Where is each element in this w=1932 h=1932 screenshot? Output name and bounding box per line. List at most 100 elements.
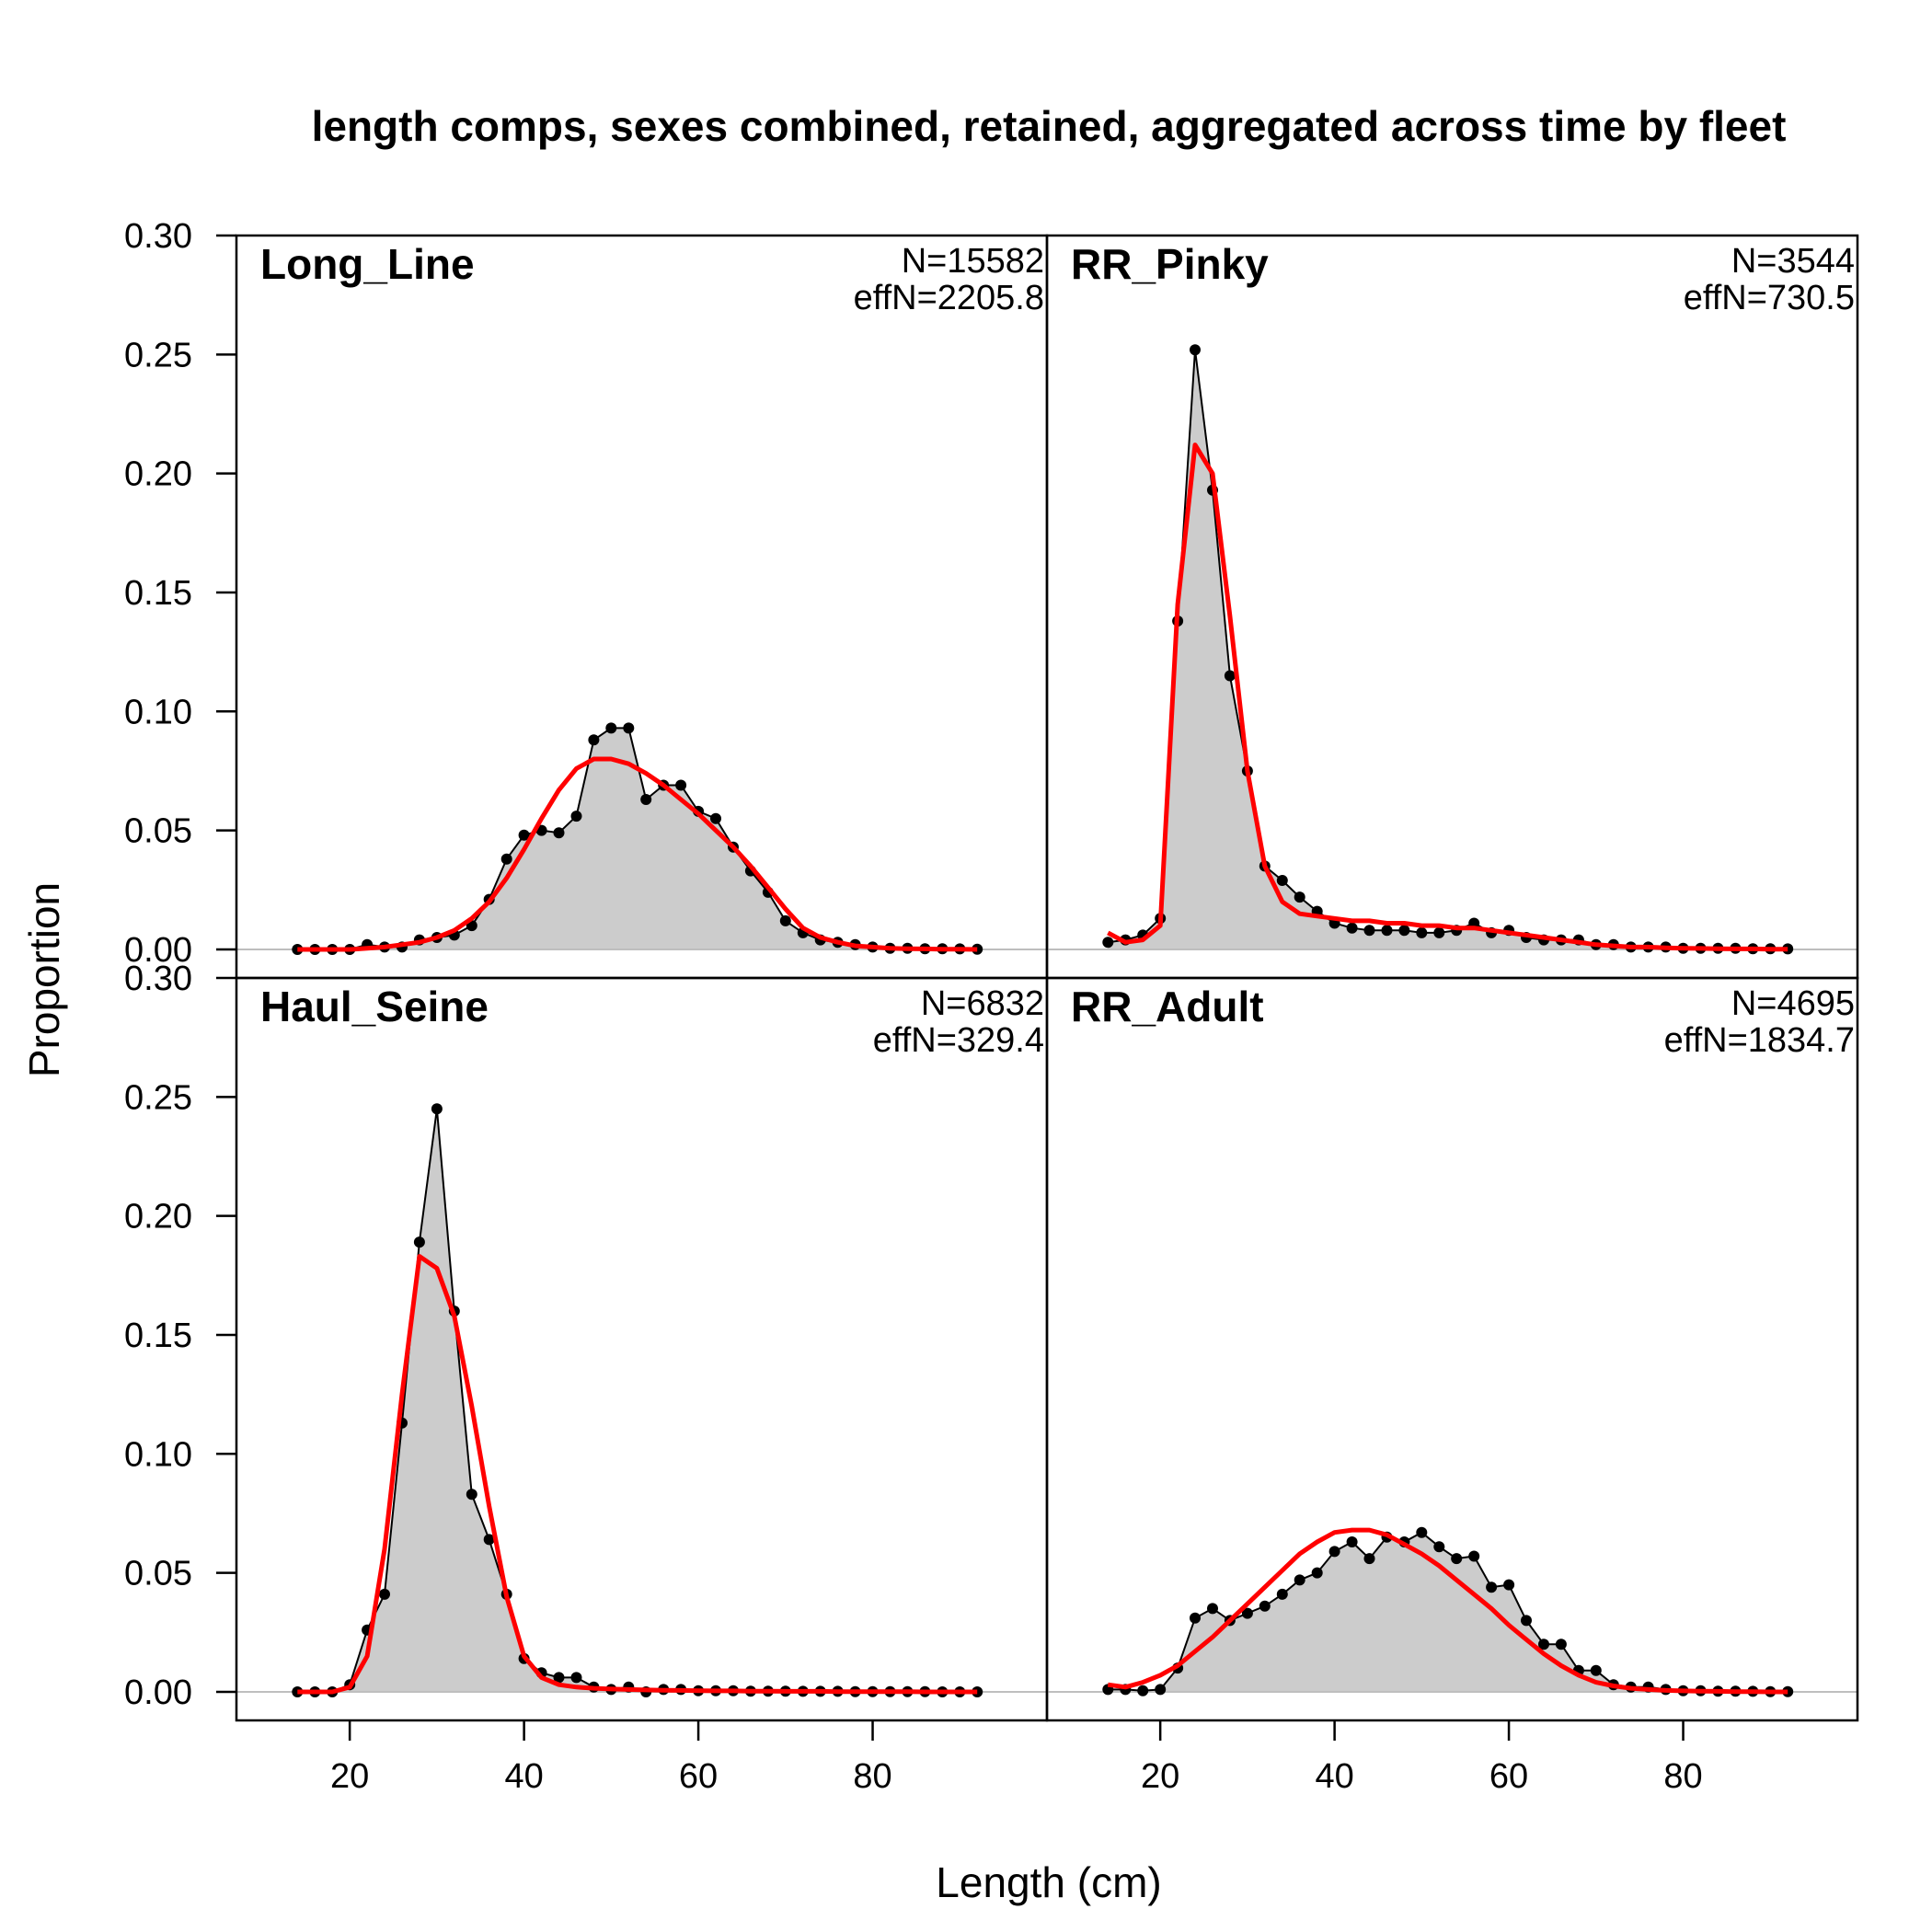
observed-point	[1224, 670, 1236, 682]
observed-point	[605, 722, 617, 734]
observed-point	[1363, 925, 1375, 937]
observed-point	[553, 1672, 565, 1684]
observed-point	[1416, 1526, 1428, 1538]
observed-point	[1538, 1639, 1549, 1650]
x-tick-label: 40	[1315, 1757, 1353, 1796]
observed-point	[779, 914, 791, 926]
y-tick-label: 0.15	[124, 574, 192, 613]
panel-label: Haul_Seine	[260, 983, 489, 1030]
sample-size-label: N=4695	[1731, 984, 1855, 1023]
expected-line	[297, 1254, 978, 1695]
observed-point	[1363, 1553, 1375, 1565]
x-tick-label: 80	[853, 1757, 891, 1796]
panel-label: RR_Pinky	[1071, 240, 1269, 288]
effective-n-label: effN=730.5	[1684, 279, 1855, 317]
observed-point	[553, 827, 565, 839]
sample-size-label: N=3544	[1731, 242, 1855, 281]
y-tick-label: 0.20	[124, 455, 192, 494]
observed-area	[1108, 350, 1788, 949]
observed-point	[1433, 1541, 1445, 1553]
observed-point	[1311, 1567, 1323, 1579]
observed-point	[1503, 1579, 1515, 1591]
y-tick-label: 0.30	[124, 960, 192, 998]
x-tick-label: 20	[330, 1757, 369, 1796]
observed-point	[1486, 1581, 1498, 1593]
y-tick-label: 0.05	[124, 1555, 192, 1593]
observed-point	[623, 722, 635, 734]
observed-point	[640, 794, 652, 805]
expected-line	[297, 756, 978, 952]
y-tick-label: 0.10	[124, 1435, 192, 1474]
observed-point	[1102, 937, 1114, 949]
observed-point	[1259, 1600, 1271, 1612]
y-tick-label: 0.00	[124, 931, 192, 970]
observed-point	[1294, 1574, 1305, 1586]
observed-point	[1398, 925, 1410, 937]
observed-point	[570, 1672, 582, 1684]
observed-point	[518, 829, 530, 841]
x-tick-label: 40	[504, 1757, 543, 1796]
sample-size-label: N=15582	[902, 242, 1044, 281]
y-tick-label: 0.25	[124, 1078, 192, 1117]
panel-label: Long_Line	[260, 240, 475, 288]
observed-point	[1346, 1536, 1358, 1547]
observed-point	[483, 1534, 495, 1546]
effective-n-label: effN=2205.8	[854, 279, 1044, 317]
y-tick-label: 0.05	[124, 812, 192, 851]
observed-point	[413, 1236, 425, 1248]
observed-point	[1381, 925, 1393, 937]
observed-point	[500, 853, 512, 865]
observed-point	[588, 734, 600, 746]
observed-point	[1590, 1664, 1602, 1676]
observed-point	[1276, 1588, 1288, 1600]
observed-point	[1207, 1603, 1218, 1615]
observed-point	[675, 779, 687, 791]
observed-area	[1108, 1532, 1788, 1692]
observed-area	[297, 728, 978, 949]
observed-point	[1190, 344, 1201, 356]
x-tick-label: 80	[1663, 1757, 1702, 1796]
y-axis-label: Proportion	[20, 882, 68, 1077]
observed-point	[570, 811, 582, 822]
x-axis-label: Length (cm)	[936, 1858, 1161, 1906]
observed-point	[1555, 1639, 1567, 1650]
chart-title: length comps, sexes combined, retained, …	[312, 102, 1787, 150]
observed-point	[379, 1588, 390, 1600]
observed-point	[1468, 1550, 1480, 1562]
observed-point	[1190, 1612, 1201, 1624]
observed-point	[1328, 1546, 1340, 1558]
observed-point	[466, 1489, 477, 1501]
y-tick-label: 0.10	[124, 693, 192, 731]
x-tick-label: 60	[1489, 1757, 1528, 1796]
observed-point	[1521, 1615, 1532, 1627]
expected-line	[1107, 1527, 1788, 1695]
y-tick-label: 0.25	[124, 336, 192, 374]
observed-point	[1416, 926, 1428, 938]
y-tick-label: 0.00	[124, 1673, 192, 1712]
effective-n-label: effN=1834.7	[1664, 1021, 1855, 1060]
observed-point	[1276, 875, 1288, 886]
x-tick-label: 20	[1141, 1757, 1179, 1796]
observed-point	[1433, 926, 1445, 938]
y-tick-label: 0.30	[124, 217, 192, 256]
effective-n-label: effN=329.4	[873, 1021, 1044, 1060]
observed-point	[1451, 1553, 1463, 1565]
panel-frame	[235, 976, 1049, 1722]
observed-point	[710, 812, 721, 824]
observed-area	[297, 1109, 978, 1692]
x-tick-label: 60	[679, 1757, 718, 1796]
sample-size-label: N=6832	[921, 984, 1044, 1023]
observed-point	[1346, 922, 1358, 934]
observed-point	[1294, 891, 1305, 903]
observed-point	[1241, 1607, 1253, 1619]
observed-point	[431, 1103, 443, 1115]
observed-point	[1137, 1685, 1149, 1696]
observed-point	[1155, 1684, 1167, 1696]
y-tick-label: 0.20	[124, 1198, 192, 1236]
